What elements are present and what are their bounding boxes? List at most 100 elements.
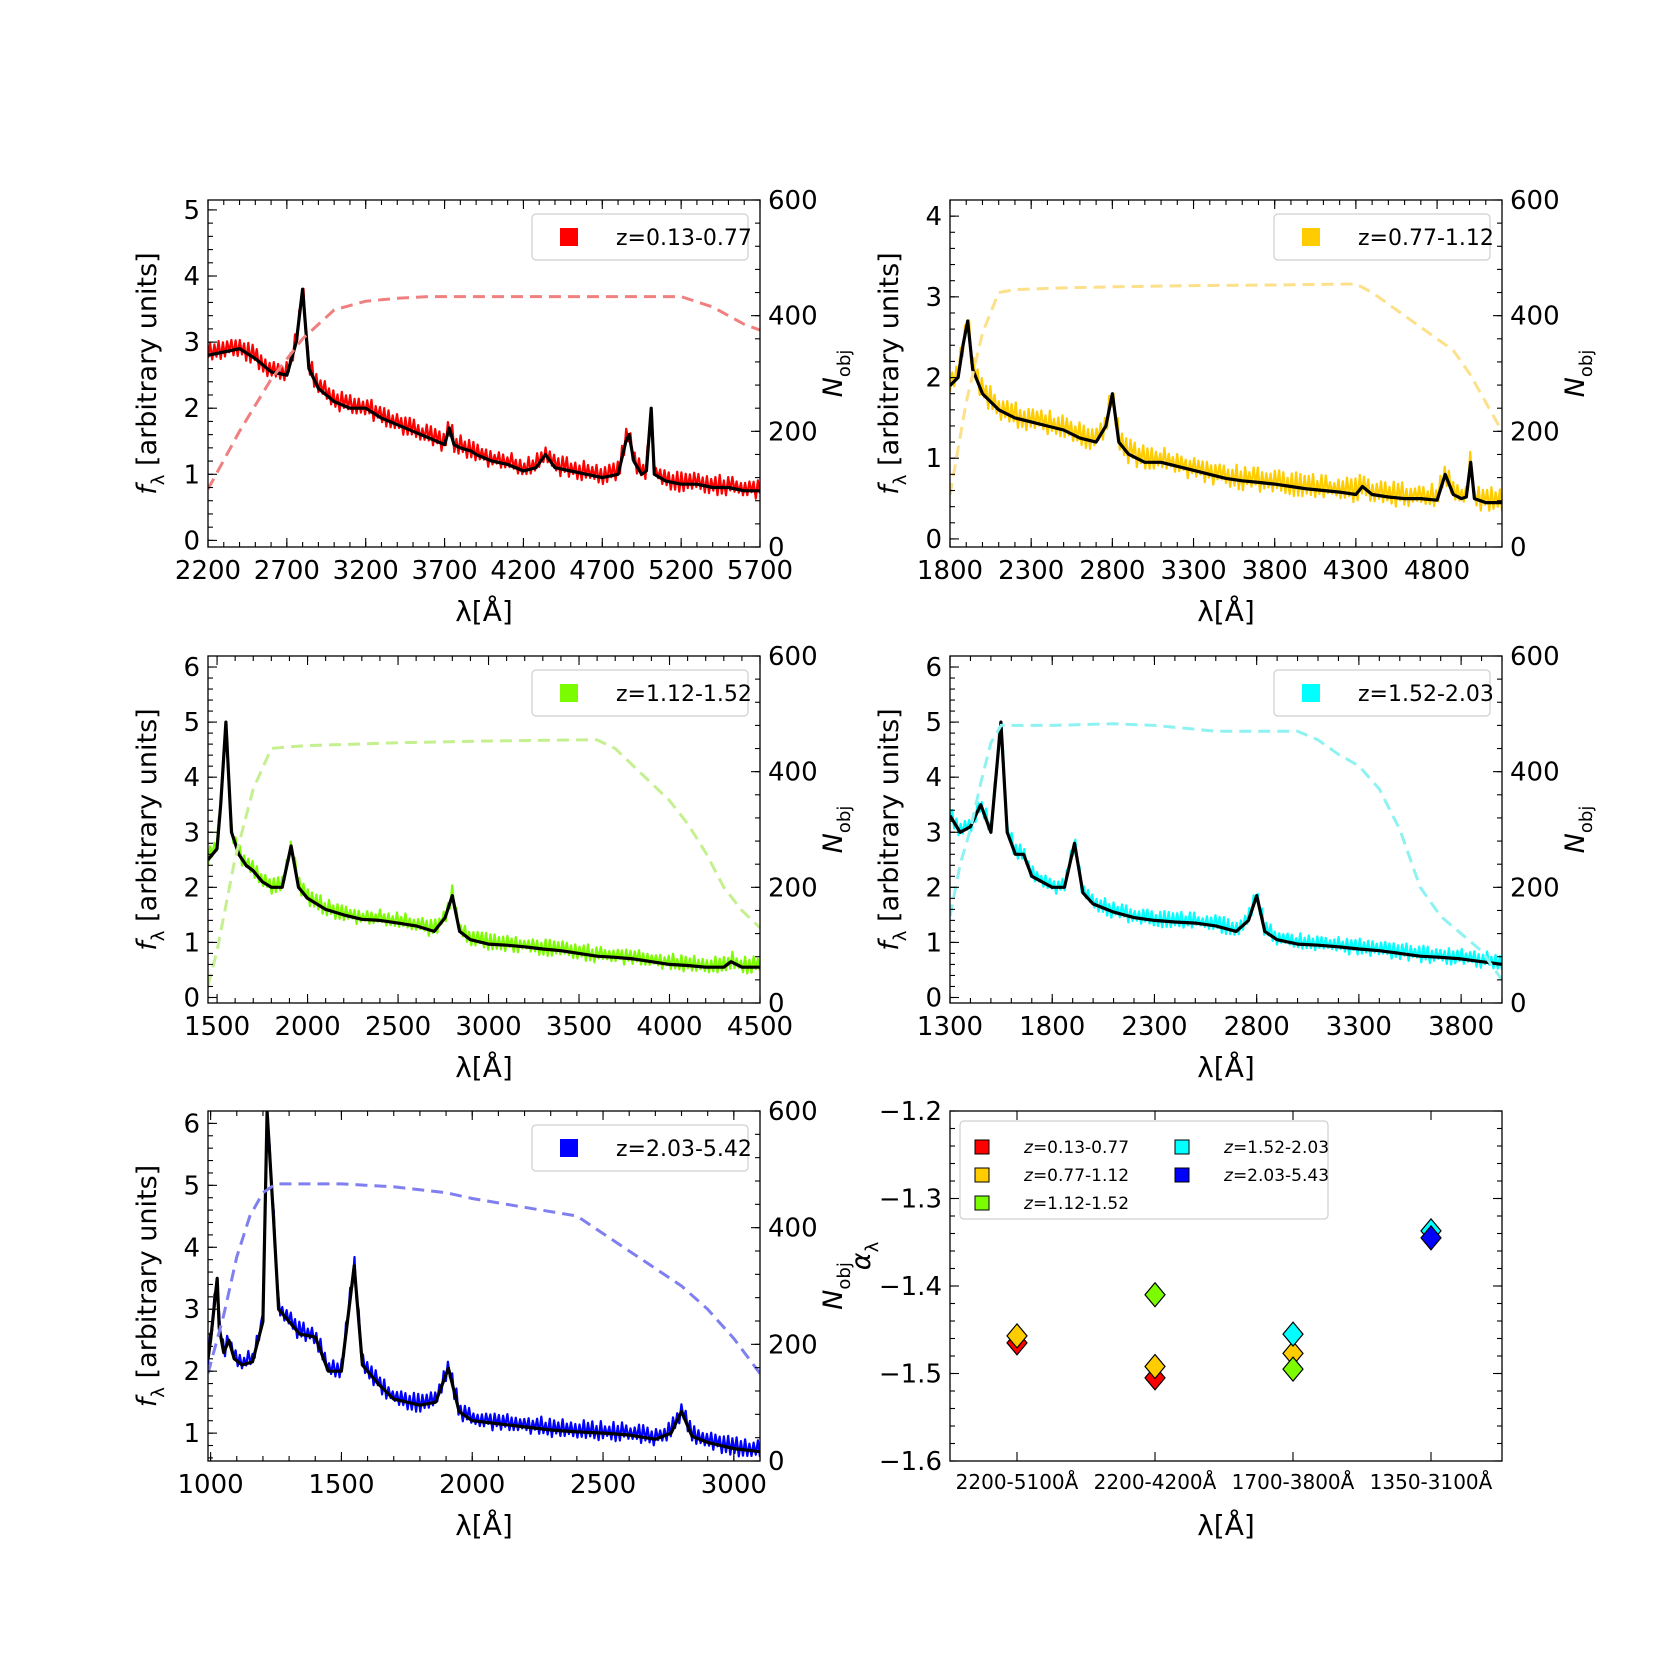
legend-label: z=0.77-1.12 [1023, 1166, 1129, 1186]
alpha-point-diamond [1282, 1356, 1304, 1383]
y-axis-label: fλ [arbitrary units] [132, 252, 169, 494]
x-tick-label: 2800 [1079, 556, 1145, 586]
legend-label-range: =0.77-1.12 [1033, 1166, 1129, 1186]
legend-label: z=1.12-1.52 [1023, 1194, 1129, 1214]
x-tick-label: 1350-3100Å [1370, 1470, 1493, 1494]
legend-label: z=1.52-2.03 [1223, 1138, 1329, 1158]
y-tick-label: 5 [183, 1171, 200, 1201]
y-tick-label: 6 [183, 653, 200, 683]
y-axis-label: fλ [arbitrary units] [874, 708, 911, 950]
x-tick-label: 3800 [1428, 1012, 1494, 1042]
y-axis-label-subscript: λ [148, 1387, 169, 1398]
y-axis-label-subscript: λ [148, 474, 169, 485]
y-tick-label: 3 [183, 818, 200, 848]
x-tick-label: 3800 [1242, 556, 1308, 586]
legend-box [531, 1124, 749, 1172]
axes-frame [207, 1110, 761, 1462]
y-axis-label-text: [arbitrary units] [874, 708, 905, 930]
y2-axis-label: Nobj [818, 806, 855, 854]
legend: z=0.13-0.77 [531, 213, 752, 261]
y-tick-label: 5 [183, 196, 200, 226]
y-axis-label-alpha: αλ [846, 1241, 883, 1270]
legend-swatch [560, 1139, 578, 1157]
y-tick-label: −1.2 [879, 1097, 942, 1127]
legend-label: z=2.03-5.42 [616, 1137, 752, 1162]
y2-tick-label: 200 [768, 417, 818, 447]
y-tick-label: 3 [183, 1295, 200, 1325]
x-tick-label: 2300 [998, 556, 1064, 586]
y2-tick-label: 600 [1510, 642, 1560, 672]
legend-label-z: z [1223, 1138, 1234, 1158]
legend-label: z=0.13-0.77 [616, 226, 752, 251]
legend-marker [974, 1167, 990, 1183]
legend-marker [974, 1139, 990, 1155]
legend-label-z: z [1023, 1166, 1034, 1186]
x-axis-label: λ[Å] [1197, 1508, 1255, 1542]
y-tick-label: 6 [925, 653, 942, 683]
y2-tick-label: 400 [768, 1214, 818, 1244]
composite-spectrum-line [208, 720, 760, 969]
legend-label: z=0.13-0.77 [1023, 1138, 1129, 1158]
composite-spectrum-line [950, 720, 1502, 966]
y-tick-label: 3 [925, 818, 942, 848]
y2-tick-label: 0 [768, 533, 785, 563]
legend-marker [1174, 1139, 1190, 1155]
nobj-dashed-line [208, 738, 760, 986]
x-tick-label: 2200-4200Å [1094, 1470, 1217, 1494]
y-tick-label: 2 [183, 394, 200, 424]
y2-tick-label: 600 [768, 642, 818, 672]
y2-tick-label: 200 [1510, 873, 1560, 903]
y-tick-label: −1.4 [879, 1272, 942, 1302]
y2-axis-label: Nobj [1560, 350, 1597, 398]
y-tick-label: 1 [183, 928, 200, 958]
y2-tick-label: 400 [768, 758, 818, 788]
y-axis-label-subscript: λ [148, 930, 169, 941]
x-tick-label: 5700 [727, 556, 793, 586]
panel-5: 1000 1500 2000 2500 3000 1 2 3 4 5 6 0 200 400 600 λ[Å]… [132, 1097, 855, 1542]
legend-swatch [1302, 228, 1320, 246]
legend-marker [1174, 1167, 1190, 1183]
legend-swatch [560, 228, 578, 246]
x-tick-label: 2000 [274, 1012, 340, 1042]
y-tick-label: 3 [925, 283, 942, 313]
x-tick-label: 3000 [701, 1470, 767, 1500]
y2-tick-label: 0 [768, 1447, 785, 1477]
legend-label: z=0.77-1.12 [1358, 226, 1494, 251]
y-axis-label: fλ [arbitrary units] [132, 708, 169, 950]
y2-axis-label-symbol: N [1560, 377, 1591, 397]
y-axis-label-text: [arbitrary units] [132, 708, 163, 930]
spectrum-scatter-band [950, 723, 1502, 970]
y-tick-label: −1.5 [879, 1360, 942, 1390]
legend-box [1273, 213, 1491, 261]
x-tick-label: 3300 [1326, 1012, 1392, 1042]
y-tick-label: 0 [925, 525, 942, 555]
x-axis-label: λ[Å] [1197, 594, 1255, 628]
x-tick-label: 4300 [1323, 556, 1389, 586]
y-tick-label: 4 [925, 763, 942, 793]
x-axis-label: λ[Å] [1197, 1050, 1255, 1084]
y-axis-label-subscript: λ [890, 474, 911, 485]
y-tick-label: 2 [925, 364, 942, 394]
y-axis-label-alpha-symbol: α [846, 1252, 877, 1270]
panel-3: 1500 2000 2500 3000 3500 4000 4500012345602004… [132, 642, 855, 1084]
y2-tick-label: 200 [1510, 417, 1560, 447]
y-axis-label: fλ [arbitrary units] [132, 1165, 169, 1407]
x-tick-label: 3000 [455, 1012, 521, 1042]
legend: z=0.13-0.77z=0.77-1.12z=1.12-1.52z=1.52-… [959, 1120, 1329, 1220]
y2-axis-label-subscript: obj [834, 1262, 855, 1289]
alpha-point-diamond [1006, 1322, 1028, 1349]
y-tick-label: 4 [183, 1233, 200, 1263]
composite-spectrum-line [950, 319, 1502, 505]
nobj-dashed-line [950, 722, 1502, 981]
panel-4: 1300 1800 2300 2800 3300 3800 0 1 2 3 4 5 6 0 200 400 60… [874, 642, 1597, 1084]
y2-tick-label: 400 [1510, 758, 1560, 788]
legend-label: z=1.12-1.52 [616, 682, 752, 707]
legend-swatch [560, 684, 578, 702]
y2-axis-label-symbol: N [818, 377, 849, 397]
legend-label-range: =0.13-0.77 [1033, 1138, 1129, 1158]
x-tick-label: 1000 [178, 1470, 244, 1500]
y-tick-label: −1.6 [879, 1447, 942, 1477]
legend-box [1273, 669, 1491, 717]
x-tick-label: 3700 [411, 556, 477, 586]
y2-axis-label: Nobj [1560, 806, 1597, 854]
